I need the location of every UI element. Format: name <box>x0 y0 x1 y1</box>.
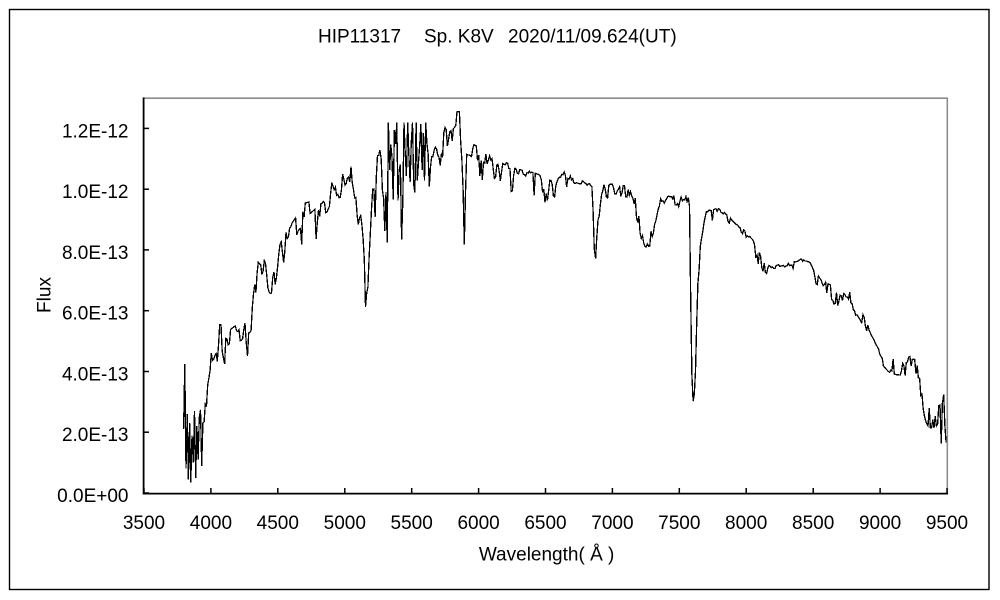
svg-text:8500: 8500 <box>792 513 834 534</box>
svg-text:5000: 5000 <box>324 513 366 534</box>
svg-text:2020/11/09.624(UT): 2020/11/09.624(UT) <box>508 27 677 48</box>
svg-text:Sp. K8V: Sp. K8V <box>424 27 494 48</box>
svg-text:6.0E-13: 6.0E-13 <box>62 304 129 325</box>
svg-text:5500: 5500 <box>391 513 433 534</box>
svg-text:6000: 6000 <box>457 513 499 534</box>
svg-text:1.2E-12: 1.2E-12 <box>62 121 129 142</box>
svg-text:8.0E-13: 8.0E-13 <box>62 243 129 264</box>
svg-text:2.0E-13: 2.0E-13 <box>62 425 129 446</box>
svg-text:6500: 6500 <box>524 513 566 534</box>
svg-text:7000: 7000 <box>591 513 633 534</box>
svg-text:7500: 7500 <box>658 513 700 534</box>
svg-text:4000: 4000 <box>190 513 232 534</box>
svg-text:9000: 9000 <box>859 513 901 534</box>
svg-text:3500: 3500 <box>123 513 165 534</box>
svg-text:1.0E-12: 1.0E-12 <box>62 182 129 203</box>
svg-text:HIP11317: HIP11317 <box>318 27 401 48</box>
svg-text:9500: 9500 <box>926 513 968 534</box>
svg-text:Flux: Flux <box>34 277 55 313</box>
svg-text:0.0E+00: 0.0E+00 <box>57 486 128 507</box>
svg-text:4.0E-13: 4.0E-13 <box>62 365 129 386</box>
svg-text:4500: 4500 <box>257 513 299 534</box>
svg-text:Wavelength( Å ): Wavelength( Å ) <box>479 545 615 566</box>
svg-text:8000: 8000 <box>725 513 767 534</box>
